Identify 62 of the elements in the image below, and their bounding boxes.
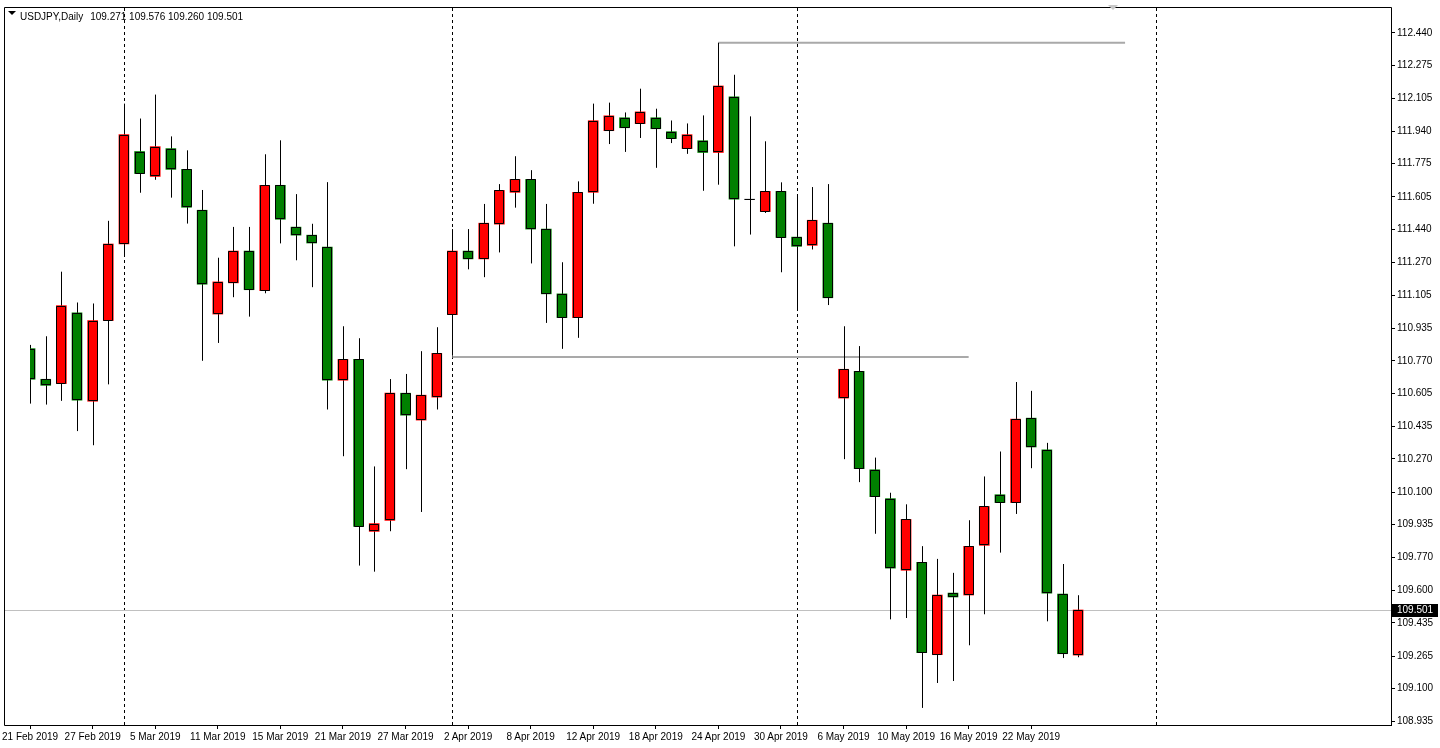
y-tick-label: 112.440 [1397,26,1433,38]
x-tick-label: 2 Apr 2019 [443,730,493,742]
candlestick [697,114,709,192]
y-tick-label: 111.440 [1397,223,1433,235]
candlestick [509,155,521,209]
y-tick-label: 109.100 [1397,682,1434,694]
y-tick-label: 110.100 [1397,486,1433,498]
candlestick [462,228,474,270]
x-tick-label: 27 Feb 2019 [64,730,122,742]
x-tick-label: 16 May 2019 [939,730,998,742]
x-tick-label: 11 Mar 2019 [190,730,246,742]
y-tick-label: 109.600 [1397,584,1434,596]
y-tick-label: 112.275 [1397,59,1433,71]
y-tick-label: 109.265 [1397,650,1434,662]
x-tick-label: 6 May 2019 [817,730,871,742]
x-tick-label: 5 Mar 2019 [129,730,181,742]
y-tick-label: 109.435 [1397,616,1434,628]
y-tick-label: 110.270 [1397,452,1433,464]
candlestick [666,120,677,144]
y-tick-label: 110.435 [1397,420,1433,432]
chart-title: USDJPY,Daily [20,10,84,22]
candlestick [994,451,1006,554]
x-tick-label: 24 Apr 2019 [691,730,746,742]
y-tick-label: 111.105 [1397,288,1433,300]
x-tick-label: 12 Apr 2019 [566,730,621,742]
candlestick [619,111,630,153]
candlestick [603,102,615,145]
candlestick [40,335,52,406]
candlestick [290,193,302,261]
candlestick [165,135,177,199]
y-tick-label: 110.605 [1397,386,1433,398]
ref-line-label: 109.501 [1397,604,1434,616]
y-tick-label: 109.770 [1397,550,1434,562]
candlestick [947,572,959,682]
y-tick-label: 111.775 [1397,157,1433,169]
chart-subtitle: 109.271 109.576 109.260 109.501 [90,10,244,22]
candlestick [306,223,317,288]
candlestick [368,465,380,573]
candlestick [134,118,145,194]
y-tick-label: 111.940 [1397,124,1433,136]
x-tick-label: 21 Feb 2019 [1,730,59,742]
y-tick-label: 110.770 [1397,354,1433,366]
y-tick-label: 110.935 [1397,322,1433,334]
y-tick-label: 108.935 [1397,714,1434,726]
x-tick-label: 15 Mar 2019 [252,730,309,742]
candlestick [681,122,693,155]
y-tick-label: 112.105 [1397,92,1433,104]
candlestick [400,373,411,470]
x-tick-label: 30 Apr 2019 [753,730,809,742]
candlestick [759,140,771,214]
x-tick-label: 22 May 2019 [1002,730,1061,742]
y-tick-label: 109.935 [1397,518,1434,530]
x-tick-label: 27 Mar 2019 [377,730,435,742]
y-tick-label: 111.270 [1397,256,1433,268]
x-tick-label: 10 May 2019 [877,730,936,742]
x-tick-label: 8 Apr 2019 [506,730,556,742]
x-tick-label: 21 Mar 2019 [314,730,372,742]
y-tick-label: 111.605 [1397,190,1433,202]
candlestick [337,325,349,457]
candlestick [650,108,662,169]
candlestick [634,88,646,139]
x-tick-label: 18 Apr 2019 [628,730,684,742]
